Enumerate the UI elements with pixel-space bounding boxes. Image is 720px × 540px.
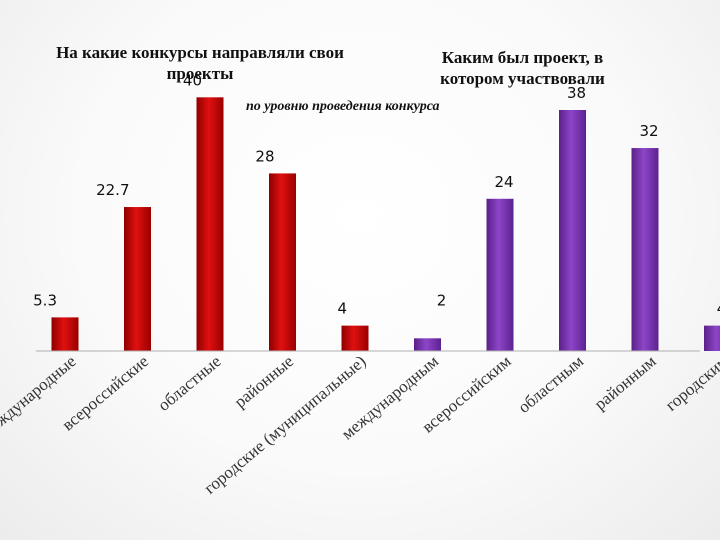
bar-participated-4 (631, 148, 659, 351)
chart-subtitle: по уровню проведения конкурса (246, 99, 440, 114)
bar-submitted-5 (341, 325, 369, 351)
bar-submitted-3 (196, 97, 224, 351)
bar-submitted-1 (51, 317, 79, 351)
value-label: 4 (717, 300, 720, 318)
bar-submitted-4 (269, 173, 296, 351)
value-label: 5.3 (33, 291, 57, 309)
bar-participated-5 (704, 325, 720, 351)
bar-participated-1 (414, 338, 441, 351)
bar-participated-2 (486, 198, 514, 351)
category-label: районным (591, 351, 660, 413)
chart-title-right: Каким был проект, в котором участвовали (440, 48, 605, 88)
category-label: областным (514, 351, 587, 416)
value-label: 32 (639, 122, 658, 140)
value-label: 24 (494, 173, 513, 191)
chart-title-left: На какие конкурсы направляли свои проект… (56, 43, 344, 83)
category-label: городским (662, 351, 720, 414)
value-label: 4 (337, 300, 347, 318)
bar-participated-3 (559, 110, 586, 351)
value-label: 2 (437, 291, 447, 309)
category-label: районные (231, 352, 297, 412)
value-label: 28 (255, 147, 274, 165)
value-label: 40 (183, 71, 202, 89)
value-label: 22.7 (96, 181, 129, 199)
bar-submitted-2 (124, 207, 151, 351)
value-label: 38 (567, 84, 586, 102)
category-label: областные (154, 352, 224, 415)
